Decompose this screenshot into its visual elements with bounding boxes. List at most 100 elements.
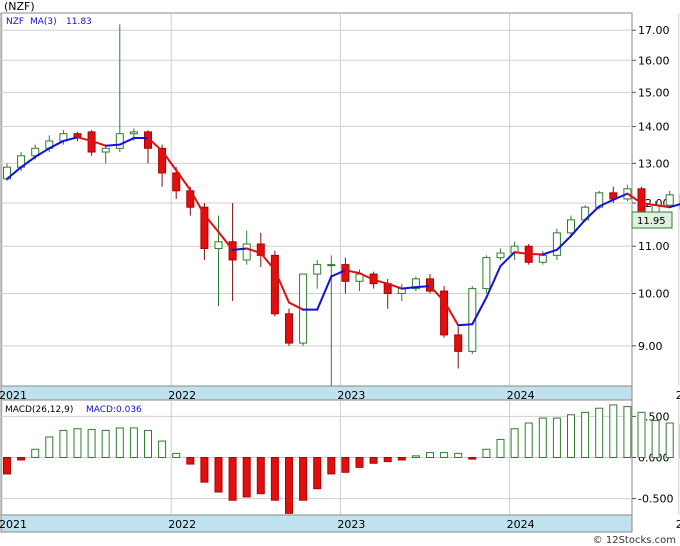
price-tick-label: 10.00: [638, 288, 670, 301]
ma-segment: [429, 285, 446, 303]
ma-segment: [203, 213, 220, 234]
ma-segment: [147, 137, 164, 152]
candle-body: [285, 313, 293, 344]
ma-segment: [598, 198, 615, 208]
ma-segment: [457, 323, 474, 327]
candle-body: [256, 243, 265, 256]
last-price-value: 11.95: [637, 216, 666, 227]
candle-body: [242, 243, 251, 261]
macd-value-label: MACD:0.036: [86, 405, 142, 415]
ma-segment: [541, 248, 558, 256]
price-tick-label: 11.00: [638, 240, 670, 253]
ma-segment: [245, 247, 262, 255]
macd-bar: [510, 428, 519, 458]
ma-segment: [372, 278, 389, 285]
price-year-label: 2023: [337, 389, 365, 402]
macd-bar: [552, 417, 561, 459]
macd-bar: [426, 452, 434, 459]
macd-bar: [228, 457, 237, 501]
macd-bar: [313, 457, 322, 490]
candle-body: [200, 206, 209, 249]
macd-bar: [59, 429, 68, 458]
ma-segment: [76, 136, 93, 142]
macd-bar: [496, 438, 505, 458]
macd-bar: [101, 429, 110, 458]
price-tick-label: 17.00: [638, 24, 670, 37]
legend-ma-label: MA(3): [30, 17, 57, 27]
ma-segment: [273, 269, 290, 304]
ma-segment: [20, 155, 37, 169]
macd-tick-label: -0.500: [638, 493, 673, 506]
ma-segment: [654, 204, 671, 209]
candle-body: [172, 172, 181, 192]
price-panel: [0, 12, 633, 404]
ma-segment: [626, 192, 643, 205]
macd-bar: [327, 457, 336, 475]
ma-segment: [316, 275, 333, 311]
macd-x-axis: 2021 2022 2023 2024 2025: [0, 518, 680, 531]
candle-body: [270, 254, 279, 315]
ma-segment: [161, 149, 178, 172]
price-tick-label: 14.00: [638, 121, 670, 134]
macd-bar: [186, 457, 195, 465]
candle-body: [411, 278, 420, 290]
macd-bar: [524, 422, 533, 458]
ma-segment: [259, 252, 276, 272]
ma-segment: [118, 137, 135, 146]
ma-segment: [217, 231, 234, 251]
candle-body: [101, 147, 110, 153]
price-year-label: 2025: [676, 389, 680, 402]
ma-segment: [48, 139, 65, 150]
candle-body: [341, 264, 350, 282]
macd-bar: [623, 406, 632, 459]
ma-segment: [471, 296, 488, 326]
price-grid: [1, 13, 680, 386]
ma-segment: [288, 301, 305, 311]
macd-bar: [17, 457, 26, 461]
candle-body: [665, 194, 674, 206]
macd-bar: [285, 457, 293, 514]
macd-bar: [214, 457, 223, 493]
price-year-label: 2021: [0, 389, 27, 402]
ma-segment: [414, 285, 431, 289]
macd-bar: [383, 457, 392, 463]
ma-segment: [6, 166, 23, 180]
ma-segment: [104, 143, 121, 147]
macd-label: MACD(26,12,9): [5, 405, 73, 415]
ma-segment: [62, 136, 79, 142]
macd-bar: [637, 411, 646, 459]
legend-symbol: NZF: [6, 17, 24, 27]
ma-segment: [570, 218, 587, 237]
macd-bar: [581, 411, 590, 459]
candle-body: [454, 334, 463, 352]
ma-segment: [90, 139, 107, 147]
macd-bar: [242, 457, 251, 498]
price-year-label: 2024: [507, 389, 535, 402]
candle-body: [496, 252, 505, 259]
price-x-axis: 2021 2022 2023 2024 2025: [0, 389, 680, 402]
macd-bar: [299, 457, 308, 501]
macd-bar: [595, 407, 604, 459]
macd-bar: [144, 429, 152, 458]
candle-body: [552, 232, 561, 256]
macd-histogram: [3, 404, 680, 514]
price-tick-label: 9.00: [638, 340, 663, 353]
macd-year-label: 2025: [676, 518, 680, 531]
macd-bar: [31, 448, 40, 458]
macd-bar: [3, 457, 11, 475]
ma-segment: [555, 234, 572, 251]
macd-bar: [341, 457, 350, 473]
macd-bar: [355, 457, 364, 468]
price-tick-label: 15.00: [638, 86, 670, 99]
ma-segment: [640, 202, 657, 207]
macd-bar: [440, 452, 449, 459]
macd-bar: [270, 457, 279, 501]
macd-bar: [369, 457, 378, 464]
macd-bar: [73, 428, 82, 458]
macd-bar: [158, 440, 167, 459]
ma-segment: [175, 169, 192, 191]
macd-bar: [129, 427, 138, 458]
legend-ma-value: 11.83: [66, 17, 92, 27]
ma-segment: [612, 192, 629, 201]
